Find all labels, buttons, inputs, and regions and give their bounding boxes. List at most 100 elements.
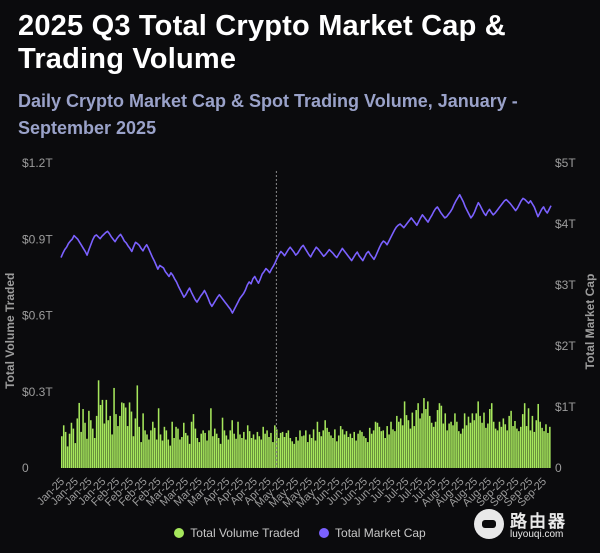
volume-bar (458, 431, 460, 468)
volume-bar (254, 439, 257, 468)
volume-bar (289, 438, 292, 468)
volume-bar (200, 433, 202, 468)
volume-bar (490, 403, 493, 468)
y-tick-label-right: $3T (555, 278, 576, 292)
volume-bar (204, 432, 206, 468)
volume-bar (124, 407, 127, 468)
volume-bar (169, 445, 172, 468)
volume-bar (62, 425, 65, 468)
volume-bar (367, 442, 369, 468)
volume-bar (105, 399, 108, 468)
volume-bar (161, 440, 164, 468)
y-tick-label-right: 0 (555, 461, 562, 475)
volume-bar (384, 438, 386, 468)
router-icon (474, 509, 504, 539)
y-axis-title-right: Total Market Cap (583, 274, 597, 370)
volume-bar (380, 431, 383, 468)
volume-bar (413, 426, 416, 468)
volume-bar (206, 440, 208, 468)
volume-bar (64, 431, 67, 468)
volume-bar (452, 425, 454, 468)
volume-bar (446, 430, 448, 468)
volume-bar (130, 411, 133, 468)
volume-bar (316, 421, 319, 468)
volume-bar (115, 414, 117, 468)
volume-bar (227, 439, 230, 468)
chart-area: 0 $0.3T $0.6T $0.9T $1.2T 0 $1T $2T $3T $4T $5T Tot… (3, 156, 597, 510)
volume-bar (365, 438, 367, 468)
volume-bar (308, 434, 311, 468)
volume-bar (396, 415, 398, 468)
volume-bar (159, 434, 162, 468)
watermark-url: luyouqi.com (510, 529, 564, 540)
volume-bar (463, 413, 466, 468)
volume-bar (70, 422, 73, 468)
legend-item-volume[interactable]: Total Volume Traded (174, 526, 300, 540)
volume-bar (272, 442, 274, 468)
volume-bar (411, 412, 414, 468)
watermark-logo: 路由器 luyouqi.com (474, 507, 592, 545)
volume-bar (113, 387, 115, 468)
volume-bar (487, 423, 489, 468)
volume-bar (144, 430, 146, 468)
volume-bar (372, 430, 375, 468)
volume-bar (303, 435, 305, 468)
volume-bar (328, 431, 330, 468)
volume-bar (264, 433, 266, 468)
volume-bar (233, 433, 235, 468)
volume-bar (345, 431, 348, 468)
volume-bar (310, 438, 313, 468)
legend-item-market-cap[interactable]: Total Market Cap (319, 526, 426, 540)
volume-bar (82, 409, 84, 468)
volume-bar (428, 415, 431, 468)
volume-bar (341, 429, 344, 468)
volume-bar (72, 428, 75, 468)
volume-bar (173, 438, 175, 468)
volume-bar (250, 438, 253, 468)
volume-bar (183, 422, 185, 468)
volume-bar (299, 430, 301, 468)
volume-bar (221, 417, 224, 468)
volume-bar (415, 410, 417, 468)
volume-bar (471, 413, 474, 468)
volume-bar (109, 415, 111, 468)
volume-bar (208, 430, 210, 468)
volume-bar (244, 439, 247, 468)
volume-bar (157, 408, 160, 468)
volume-bar (351, 438, 354, 468)
volume-bar (332, 438, 334, 468)
volume-bar (520, 426, 522, 468)
volume-bar (281, 431, 284, 468)
volume-bar (336, 441, 338, 468)
volume-bar (479, 415, 481, 468)
volume-bar (111, 434, 113, 468)
volume-bar (256, 431, 259, 468)
volume-bar (301, 436, 303, 468)
volume-bar (293, 443, 295, 468)
volume-bar (231, 420, 233, 468)
volume-bar (295, 436, 297, 468)
volume-bar (66, 446, 69, 468)
volume-bar (91, 428, 94, 468)
volume-bar (268, 436, 270, 468)
volume-bar (138, 426, 141, 468)
volume-bar (432, 426, 435, 468)
volume-bar (90, 420, 92, 468)
volume-bar (521, 414, 524, 468)
volume-bar (504, 424, 507, 468)
volume-bar (225, 435, 228, 468)
volume-bar (500, 426, 503, 468)
volume-bar (312, 429, 315, 468)
volume-bar (527, 408, 530, 468)
volume-bar (229, 430, 232, 468)
legend-label-volume: Total Volume Traded (190, 526, 300, 540)
volume-bar (165, 430, 168, 468)
volume-bar (214, 428, 216, 468)
volume-bar (287, 430, 290, 468)
volume-bar (425, 409, 427, 468)
volume-bar (153, 427, 156, 468)
volume-bar (117, 426, 119, 468)
volume-bar (84, 422, 86, 468)
volume-bar (258, 436, 261, 468)
volume-bar (215, 433, 218, 468)
